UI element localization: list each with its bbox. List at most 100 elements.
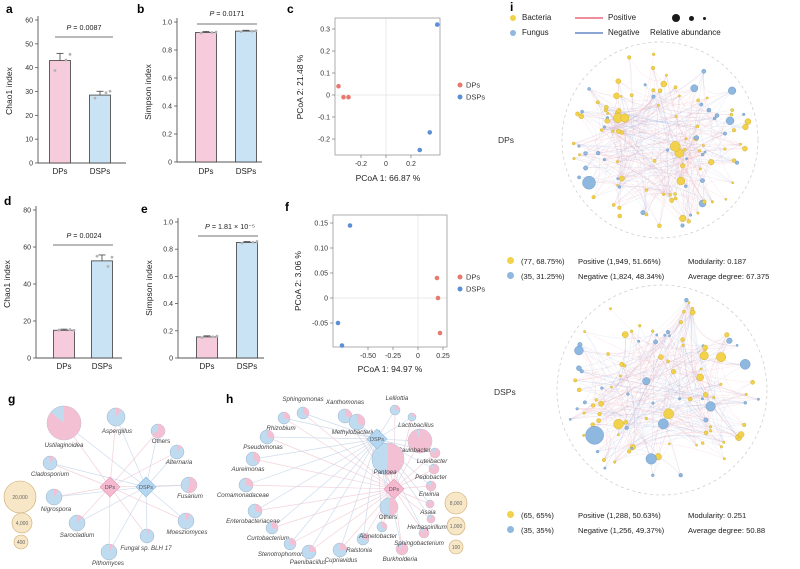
- category-label: DPs: [56, 362, 71, 371]
- negative-edge: [584, 331, 633, 449]
- positive-edge: [617, 161, 626, 179]
- negative-edge: [621, 172, 703, 181]
- network-edge: [271, 488, 395, 529]
- negative-edge: [579, 344, 647, 419]
- positive-edge: [606, 107, 622, 179]
- panel-h-hub-network: Sphingomonas Xanthomonas Lelliottia Lactoba…: [217, 395, 468, 566]
- positive-edge: [619, 185, 683, 219]
- sample-point-dsps: [434, 22, 440, 27]
- bacteria-node: [615, 128, 622, 134]
- negative-edge: [664, 302, 690, 337]
- positive-edge: [575, 302, 690, 381]
- negative-edge: [619, 185, 647, 215]
- negative-edge: [712, 440, 725, 459]
- positive-edge: [697, 148, 726, 214]
- bacteria-node: [578, 153, 581, 157]
- bacteria-node: [731, 128, 737, 133]
- taxon-label: Lactobacillus: [398, 422, 434, 429]
- taxon-label: Methylobacterium: [332, 429, 381, 436]
- y-tick-label: 0.6: [162, 76, 172, 83]
- fungus-node: [653, 339, 659, 345]
- taxon-label: Curtobacterium: [247, 535, 289, 542]
- negative-edge: [614, 435, 738, 463]
- positive-edge: [599, 312, 693, 415]
- positive-edge: [575, 340, 730, 381]
- y-tick-label: 0.3: [320, 27, 330, 34]
- positive-edge: [621, 364, 635, 448]
- positive-edge: [659, 137, 697, 226]
- legend-dot: [457, 94, 463, 100]
- fungus-node: [585, 426, 604, 445]
- positive-edge: [618, 105, 659, 132]
- positive-edge: [642, 179, 703, 213]
- fungus-node: [701, 68, 707, 74]
- positive-edge: [680, 322, 714, 398]
- bacteria-node: [622, 363, 627, 368]
- positive-edge: [610, 308, 701, 378]
- panel-label-h: h: [226, 392, 234, 406]
- positive-edge: [626, 302, 690, 428]
- negative-edge: [679, 95, 697, 139]
- positive-edge: [599, 331, 669, 415]
- negative-edge: [631, 368, 702, 449]
- y-tick-label: 60: [25, 18, 33, 25]
- negative-edge: [679, 384, 721, 400]
- positive-edge: [621, 132, 699, 214]
- positive-edge: [703, 334, 728, 433]
- pie-wedge: [396, 543, 408, 555]
- positive-edge: [689, 88, 699, 214]
- positive-edge: [621, 331, 634, 365]
- negative-edge: [620, 375, 747, 395]
- p-value: P = 0.0087: [67, 23, 102, 32]
- negative-edge: [697, 100, 746, 128]
- y-tick-label: 0.15: [314, 221, 328, 228]
- bacteria-node: [599, 128, 604, 132]
- negative-edge: [631, 384, 722, 449]
- bacteria-node: [616, 108, 622, 114]
- negative-edge: [656, 334, 746, 365]
- category-label: DSPs: [90, 167, 110, 176]
- stats-row: (35, 35%) Negative (1,256, 49.37%) Avera…: [505, 524, 800, 539]
- negative-edge: [700, 368, 759, 400]
- positive-edge: [579, 345, 704, 391]
- fungus-node: [684, 184, 688, 189]
- hub-label: DPs: [105, 485, 116, 491]
- fungus-node: [658, 418, 669, 430]
- network-edge: [145, 430, 159, 488]
- positive-edge: [596, 302, 690, 401]
- negative-edge: [598, 149, 700, 154]
- pie-wedge: [147, 529, 151, 536]
- negative-edge: [581, 116, 733, 184]
- negative-edge: [597, 102, 621, 208]
- replicate-point: [200, 336, 204, 339]
- negative-edge: [596, 334, 626, 401]
- positive-edge: [617, 148, 725, 179]
- positive-edge: [669, 335, 707, 421]
- network-edge: [362, 488, 395, 540]
- negative-edge: [573, 71, 704, 144]
- positive-edge: [691, 308, 711, 407]
- negative-edge: [660, 356, 722, 364]
- fungus-node: [725, 116, 735, 125]
- hub-node-dps: [383, 478, 405, 500]
- positive-edge: [593, 399, 607, 406]
- positive-edge: [593, 394, 747, 406]
- replicate-point: [254, 29, 258, 33]
- positive-edge: [652, 331, 722, 447]
- taxon-label: Asaia: [419, 509, 436, 516]
- fungus-node: [602, 125, 607, 129]
- fungus-node: [630, 446, 634, 450]
- modularity: Modularity: 0.187: [688, 257, 747, 266]
- fungus-node: [666, 148, 670, 152]
- taxon-label: Cladosporium: [31, 471, 69, 478]
- negative-edge: [601, 96, 654, 131]
- bacteria-node: [591, 195, 596, 200]
- positive-edge: [597, 443, 725, 459]
- y-tick-label: 80: [23, 208, 31, 215]
- taxon-label: Cupriavidus: [325, 557, 358, 564]
- y-tick-label: 10: [25, 137, 33, 144]
- network-edge: [109, 416, 117, 488]
- positive-edge: [620, 364, 746, 377]
- pie-wedge: [267, 430, 274, 440]
- positive-edge: [631, 331, 697, 446]
